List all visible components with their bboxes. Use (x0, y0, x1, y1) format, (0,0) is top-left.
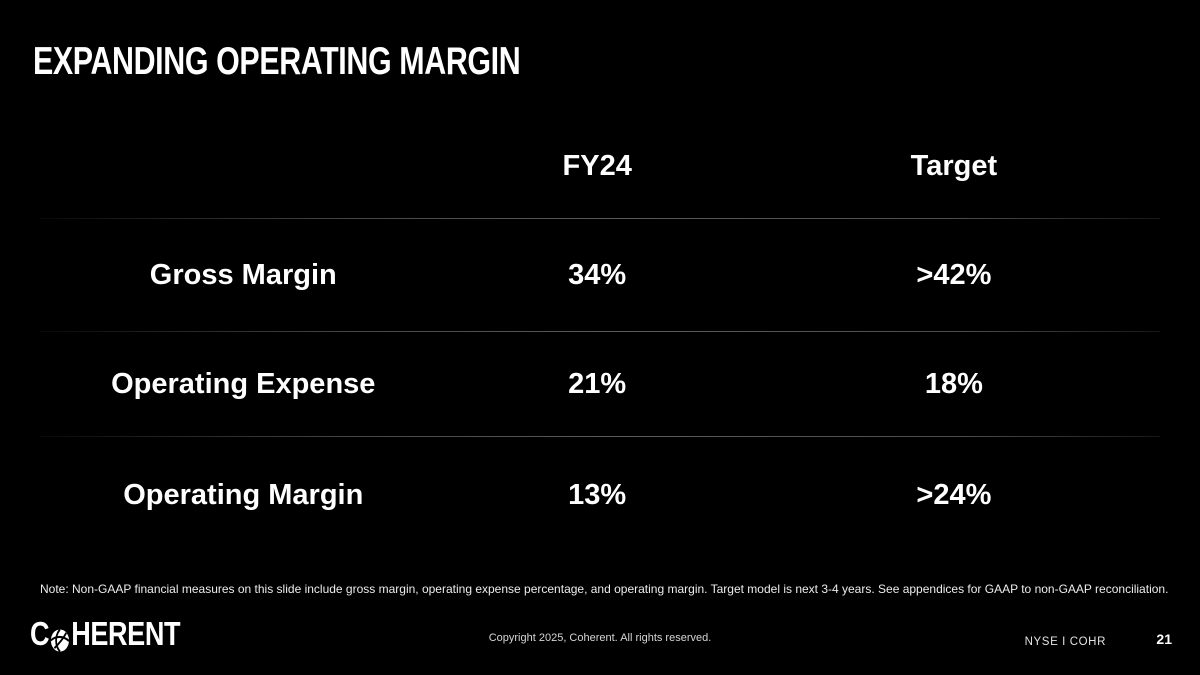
page-number: 21 (1156, 631, 1172, 647)
coherent-logo: C HERENT (30, 615, 180, 653)
table-row-gross-margin: Gross Margin 34% >42% (40, 219, 1160, 331)
row-label: Operating Expense (111, 367, 376, 400)
logo-letters-rest: HERENT (71, 615, 181, 652)
footnote: Note: Non-GAAP financial measures on thi… (40, 582, 1169, 596)
row-label: Operating Margin (123, 478, 364, 511)
fy24-value: 34% (568, 258, 627, 291)
table-row-operating-margin: Operating Margin 13% >24% (40, 437, 1160, 553)
target-value: 18% (924, 367, 983, 400)
coherent-orb-icon (50, 623, 71, 652)
slide-title: EXPANDING OPERATING MARGIN (33, 40, 521, 83)
row-divider (40, 218, 1160, 219)
copyright-text: Copyright 2025, Coherent. All rights res… (488, 632, 712, 644)
table-header-row: FY24 Target (40, 115, 1160, 218)
row-label: Gross Margin (149, 258, 337, 291)
target-value: >24% (916, 478, 992, 511)
column-header-fy24: FY24 (562, 150, 632, 182)
target-value: >42% (916, 258, 992, 291)
fy24-value: 21% (568, 367, 627, 400)
column-header-target: Target (910, 150, 998, 182)
row-divider (40, 436, 1160, 437)
operating-margin-table: FY24 Target Gross Margin 34% >42% Operat… (40, 115, 1160, 553)
stock-ticker: NYSE I COHR (1024, 636, 1106, 648)
row-divider (40, 331, 1160, 332)
fy24-value: 13% (568, 478, 627, 511)
logo-letter-c: C (30, 615, 50, 652)
table-row-operating-expense: Operating Expense 21% 18% (40, 332, 1160, 436)
